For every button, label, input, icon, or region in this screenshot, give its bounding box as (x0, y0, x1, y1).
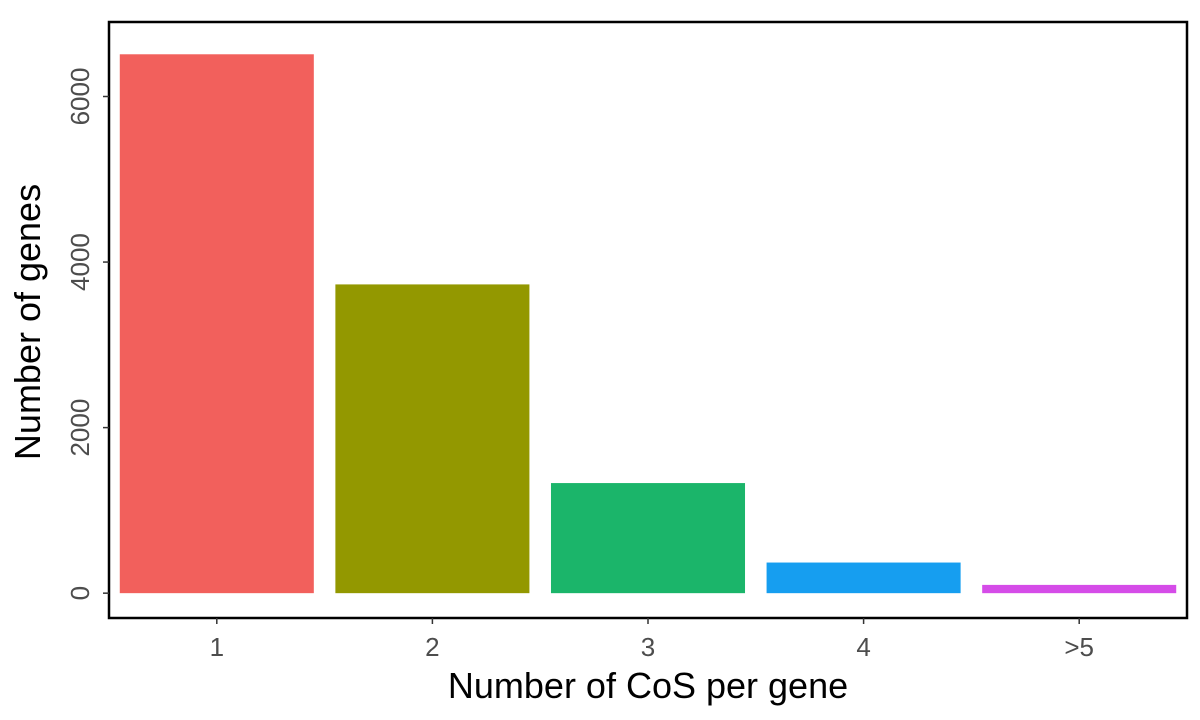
x-tick-label: 2 (425, 632, 439, 662)
y-tick-label: 2000 (65, 399, 95, 457)
bar-1 (119, 54, 314, 594)
bar-3 (550, 483, 746, 594)
x-tick-label: >5 (1064, 632, 1094, 662)
bar-2 (335, 284, 530, 594)
y-tick-label: 6000 (65, 68, 95, 126)
x-tick-label: 1 (210, 632, 224, 662)
bars-layer (119, 54, 1177, 594)
y-axis: 0 2000 4000 6000 (65, 68, 109, 600)
bar-gt5 (982, 584, 1177, 594)
y-tick-label: 4000 (65, 233, 95, 291)
y-axis-title: Number of genes (7, 184, 48, 460)
bar-4 (766, 562, 961, 594)
x-axis-title: Number of CoS per gene (448, 665, 848, 706)
x-tick-label: 3 (641, 632, 655, 662)
x-tick-label: 4 (856, 632, 870, 662)
x-axis: 1 2 3 4 >5 (210, 618, 1094, 662)
y-tick-label: 0 (65, 586, 95, 600)
